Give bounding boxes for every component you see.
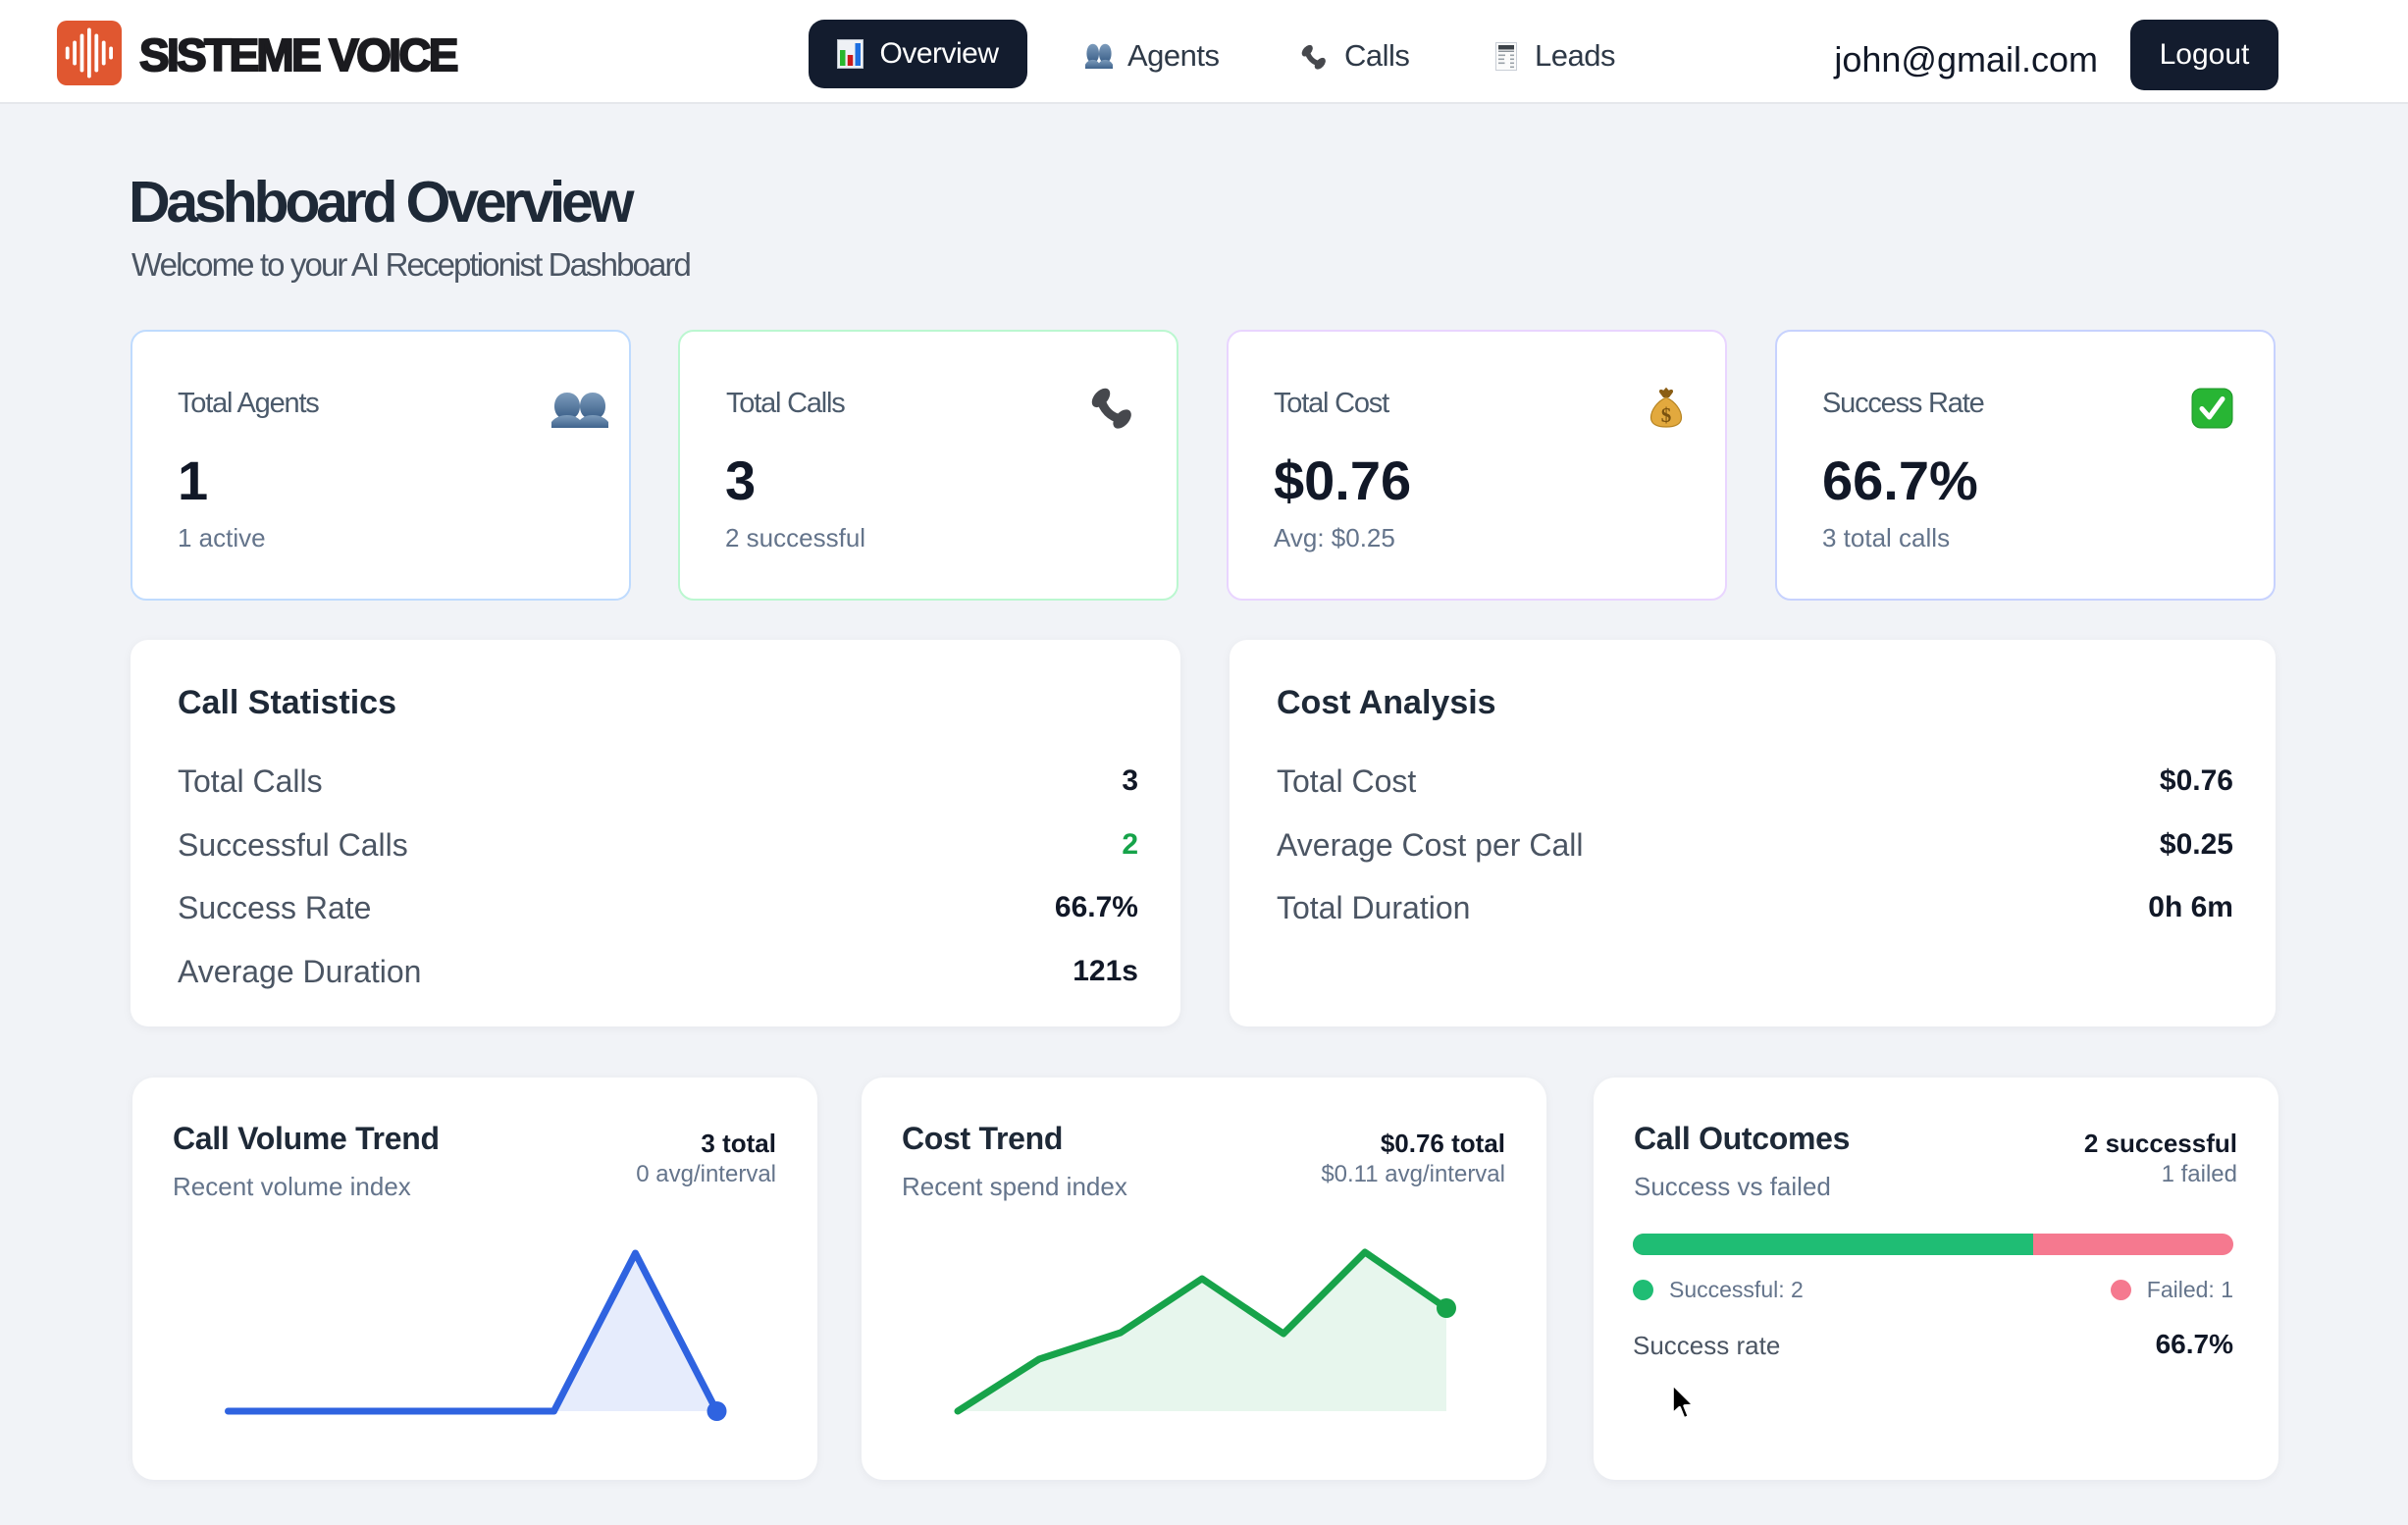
svg-text:$: $ [1661, 403, 1672, 427]
